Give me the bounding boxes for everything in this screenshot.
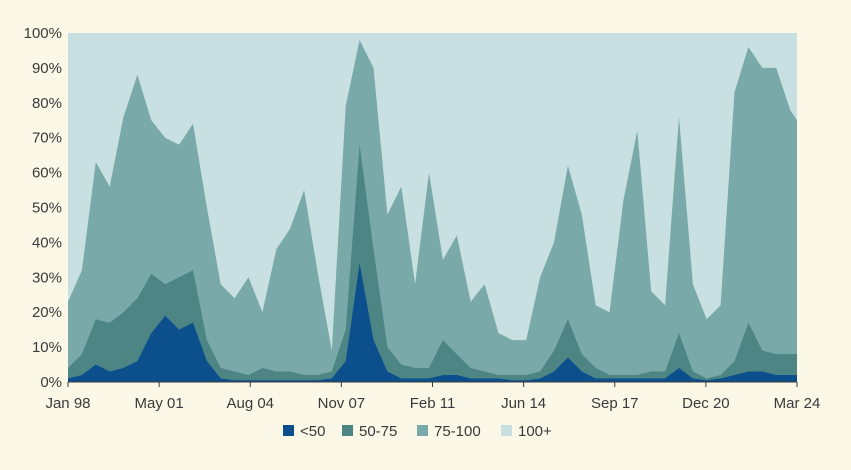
legend-item-75-100: 75-100	[417, 423, 481, 440]
y-tick-label: 40%	[32, 234, 62, 251]
legend-swatch	[283, 425, 294, 436]
x-axis-ticks: Jan 98 May 01 Aug 04 Nov 07 Feb 11 Jun 14 Sep …	[45, 382, 820, 412]
y-tick-label: 60%	[32, 165, 62, 182]
y-tick-label: 70%	[32, 130, 62, 147]
legend-item-50-75: 50-75	[342, 423, 397, 440]
y-tick-label: 0%	[40, 374, 62, 391]
y-tick-label: 100%	[24, 25, 62, 42]
legend-label: 75-100	[434, 423, 481, 440]
legend-swatch	[417, 425, 428, 436]
legend-label: 50-75	[359, 423, 397, 440]
x-tick-label: May 01	[135, 395, 184, 412]
legend: <50 50-75 75-100 100+	[283, 423, 552, 440]
x-tick-label: Sep 17	[591, 395, 639, 412]
x-tick-label: Nov 07	[318, 395, 366, 412]
x-tick-label: Jun 14	[501, 395, 546, 412]
x-tick-label: Feb 11	[410, 395, 456, 412]
y-tick-label: 20%	[32, 304, 62, 321]
y-tick-label: 10%	[32, 339, 62, 356]
y-tick-label: 50%	[32, 200, 62, 217]
legend-item-100-plus: 100+	[501, 423, 552, 440]
y-tick-label: 80%	[32, 95, 62, 112]
y-axis-ticks: 0% 10% 20% 30% 40% 50% 60% 70% 80% 90% 100%	[24, 25, 62, 391]
legend-item-lt-50: <50	[283, 423, 325, 440]
area-series-lt-50	[68, 263, 797, 382]
series-areas	[68, 33, 797, 382]
x-tick-label: Aug 04	[226, 395, 274, 412]
legend-label: <50	[300, 423, 325, 440]
area-series-75-100	[68, 40, 797, 382]
y-tick-label: 90%	[32, 60, 62, 77]
legend-swatch	[342, 425, 353, 436]
x-tick-label: Mar 24	[774, 395, 821, 412]
x-tick-label: Dec 20	[682, 395, 730, 412]
y-tick-label: 30%	[32, 269, 62, 286]
legend-swatch	[501, 425, 512, 436]
x-tick-label: Jan 98	[45, 395, 90, 412]
legend-label: 100+	[518, 423, 552, 440]
